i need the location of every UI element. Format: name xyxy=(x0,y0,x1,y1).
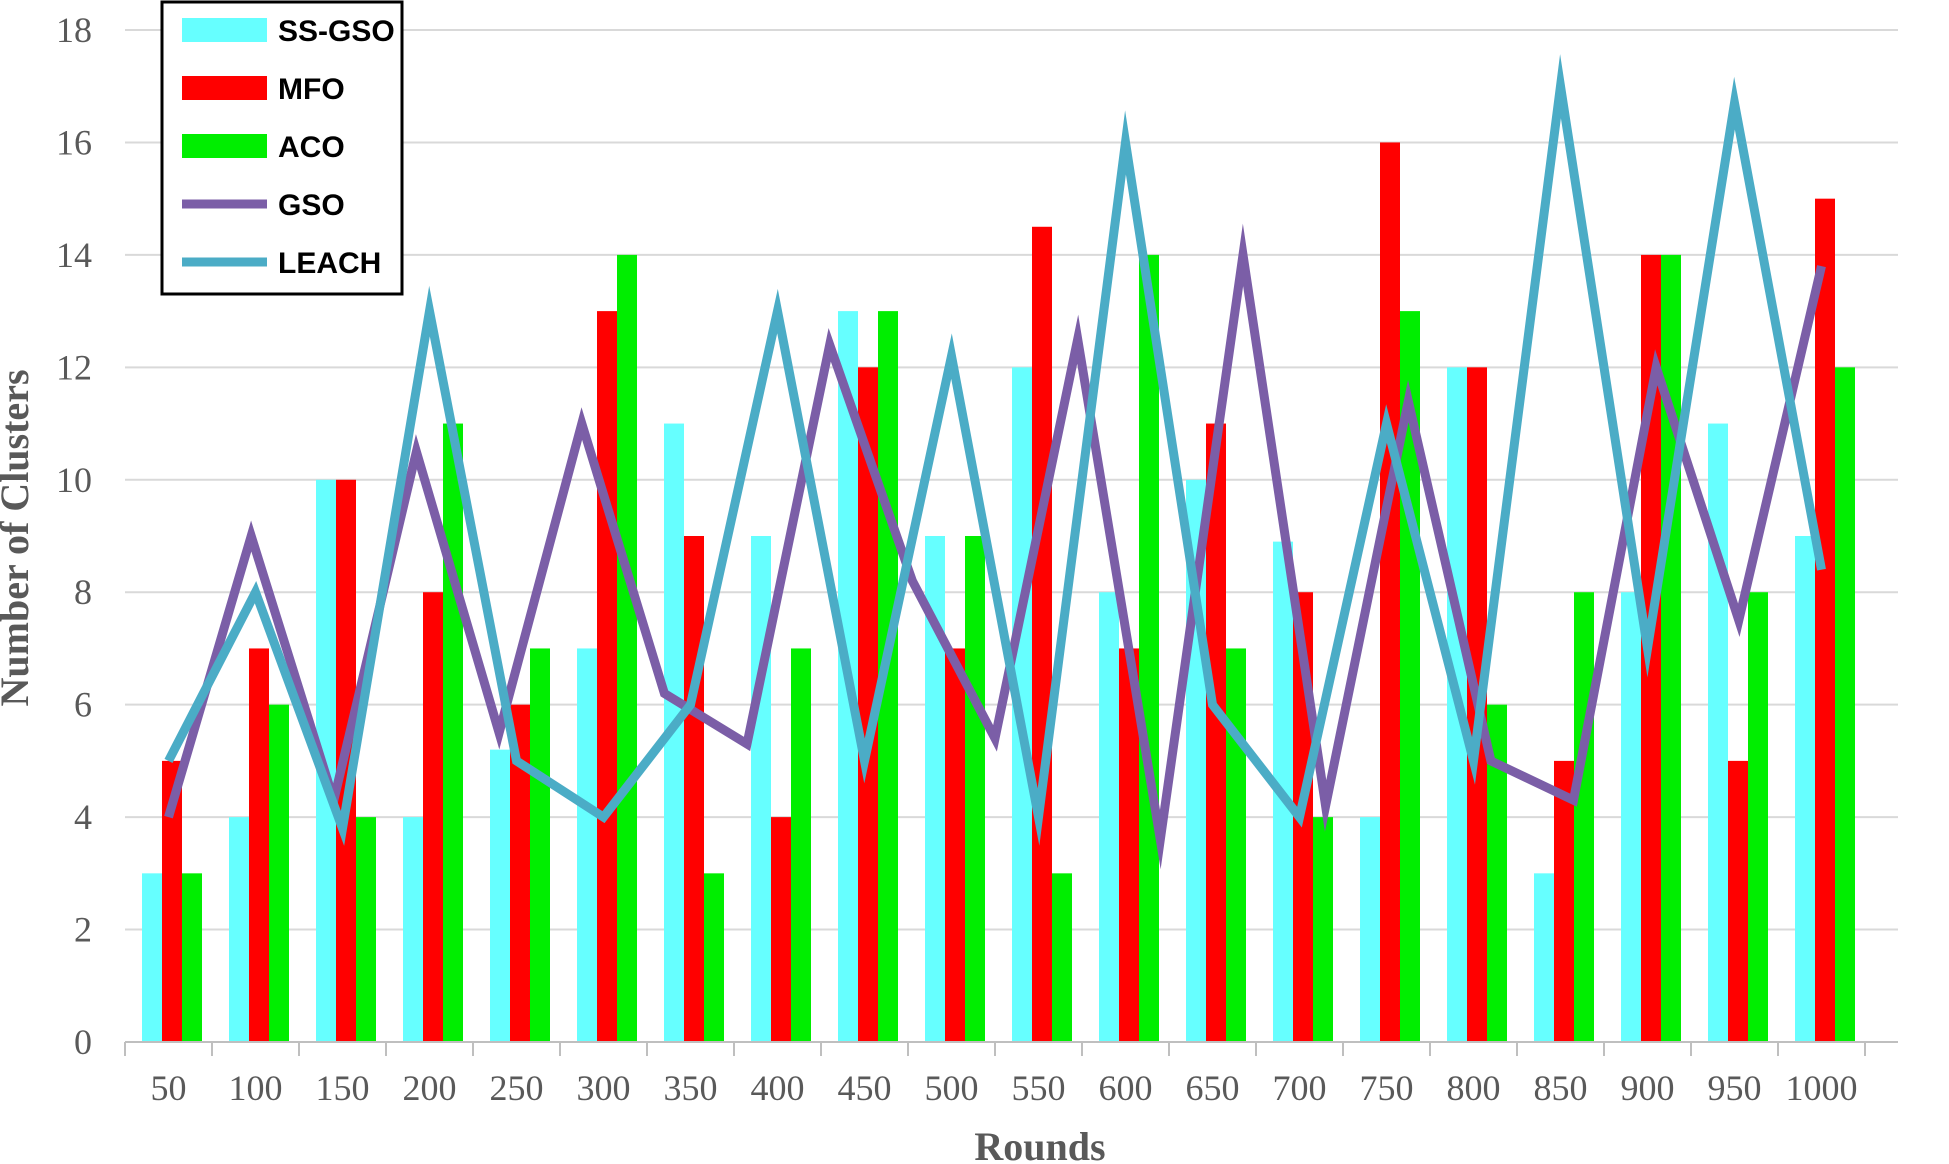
x-axis-title: Rounds xyxy=(974,1124,1105,1164)
y-tick-labels: 0 2 4 6 8 10 12 14 16 18 xyxy=(56,10,92,1062)
bar-mfo xyxy=(597,311,617,1043)
bar-ss-gso xyxy=(1621,592,1641,1042)
bar-mfo xyxy=(1032,226,1052,1042)
x-tick-label: 550 xyxy=(1012,1068,1066,1108)
x-tick-label: 900 xyxy=(1621,1068,1675,1108)
legend-swatch-aco xyxy=(182,134,267,158)
line-gso xyxy=(164,223,1826,870)
bar-ss-gso xyxy=(142,873,162,1042)
y-tick-label: 6 xyxy=(74,685,92,725)
bar-mfo xyxy=(1206,423,1226,1042)
bar-aco xyxy=(617,254,637,1042)
y-tick-label: 0 xyxy=(74,1022,92,1062)
y-tick-label: 16 xyxy=(56,122,92,162)
legend-label: ACO xyxy=(278,131,345,164)
bar-aco xyxy=(1748,592,1768,1042)
x-tick-label: 1000 xyxy=(1786,1068,1858,1108)
legend-label: MFO xyxy=(278,73,345,106)
line-leach xyxy=(164,54,1826,846)
bar-aco xyxy=(1226,648,1246,1042)
bar-ss-gso xyxy=(490,749,510,1042)
bar-aco xyxy=(1487,704,1507,1042)
bar-mfo xyxy=(249,648,269,1042)
x-tick-label: 200 xyxy=(403,1068,457,1108)
bar-aco xyxy=(356,817,376,1042)
bar-aco xyxy=(1052,873,1072,1042)
y-axis-title: Number of Clusters xyxy=(0,369,37,706)
bar-ss-gso xyxy=(1795,536,1815,1042)
x-tick-label: 350 xyxy=(664,1068,718,1108)
x-tick-label: 100 xyxy=(229,1068,283,1108)
y-tick-label: 12 xyxy=(56,347,92,387)
axes xyxy=(124,1041,1898,1056)
x-tick-label: 700 xyxy=(1273,1068,1327,1108)
bar-aco xyxy=(269,704,289,1042)
bar-mfo xyxy=(1119,648,1139,1042)
bar-aco xyxy=(182,873,202,1042)
bar-ss-gso xyxy=(1012,367,1032,1042)
bar-mfo xyxy=(162,760,182,1042)
legend: SS-GSO MFO ACO GSO LEACH xyxy=(160,0,404,296)
bar-aco xyxy=(1139,254,1159,1042)
legend-label: SS-GSO xyxy=(278,15,395,48)
bar-ss-gso xyxy=(403,817,423,1042)
bar-ss-gso xyxy=(1708,423,1728,1042)
x-tick-labels: 50 100 150 200 250 300 350 400 450 500 550 600 650 70… xyxy=(151,1068,1858,1108)
legend-label: GSO xyxy=(278,189,345,222)
y-tick-label: 4 xyxy=(74,797,92,837)
x-tick-label: 150 xyxy=(316,1068,370,1108)
bar-mfo xyxy=(1728,760,1748,1042)
bar-ss-gso xyxy=(925,536,945,1042)
bar-aco xyxy=(704,873,724,1042)
x-tick-label: 500 xyxy=(925,1068,979,1108)
x-tick-label: 450 xyxy=(838,1068,892,1108)
x-tick-label: 400 xyxy=(751,1068,805,1108)
legend-swatch-ss-gso xyxy=(182,18,267,42)
bar-aco xyxy=(443,423,463,1042)
bar-aco xyxy=(791,648,811,1042)
bar-ss-gso xyxy=(1534,873,1554,1042)
x-tick-label: 250 xyxy=(490,1068,544,1108)
y-tick-label: 14 xyxy=(56,235,92,275)
legend-label: LEACH xyxy=(278,247,381,280)
x-tick-label: 300 xyxy=(577,1068,631,1108)
bar-ss-gso xyxy=(1360,817,1380,1042)
bar-aco xyxy=(1574,592,1594,1042)
y-tick-label: 8 xyxy=(74,572,92,612)
x-tick-label: 650 xyxy=(1186,1068,1240,1108)
bar-ss-gso xyxy=(1099,592,1119,1042)
bar-mfo xyxy=(945,648,965,1042)
y-tick-label: 2 xyxy=(74,910,92,950)
bar-mfo xyxy=(1554,760,1574,1042)
bar-aco xyxy=(965,536,985,1042)
bar-mfo xyxy=(1380,142,1400,1042)
bar-mfo xyxy=(510,704,530,1042)
x-tick-label: 800 xyxy=(1447,1068,1501,1108)
bar-ss-gso xyxy=(229,817,249,1042)
x-tick-label: 950 xyxy=(1708,1068,1762,1108)
x-tick-label: 850 xyxy=(1534,1068,1588,1108)
legend-swatch-mfo xyxy=(182,76,267,100)
x-tick-label: 600 xyxy=(1099,1068,1153,1108)
x-tick-label: 750 xyxy=(1360,1068,1414,1108)
y-tick-label: 18 xyxy=(56,10,92,50)
line-series xyxy=(164,54,1826,870)
bar-ss-gso xyxy=(751,536,771,1042)
bar-mfo xyxy=(1815,198,1835,1042)
bar-mfo xyxy=(423,592,443,1042)
bar-mfo xyxy=(684,536,704,1042)
x-tick-label: 50 xyxy=(151,1068,187,1108)
bar-mfo xyxy=(858,367,878,1042)
bar-aco xyxy=(1661,254,1681,1042)
bar-aco xyxy=(1313,817,1333,1042)
bar-mfo xyxy=(771,817,791,1042)
bar-aco xyxy=(530,648,550,1042)
y-tick-label: 10 xyxy=(56,460,92,500)
bar-aco xyxy=(1835,367,1855,1042)
bar-ss-gso xyxy=(577,648,597,1042)
